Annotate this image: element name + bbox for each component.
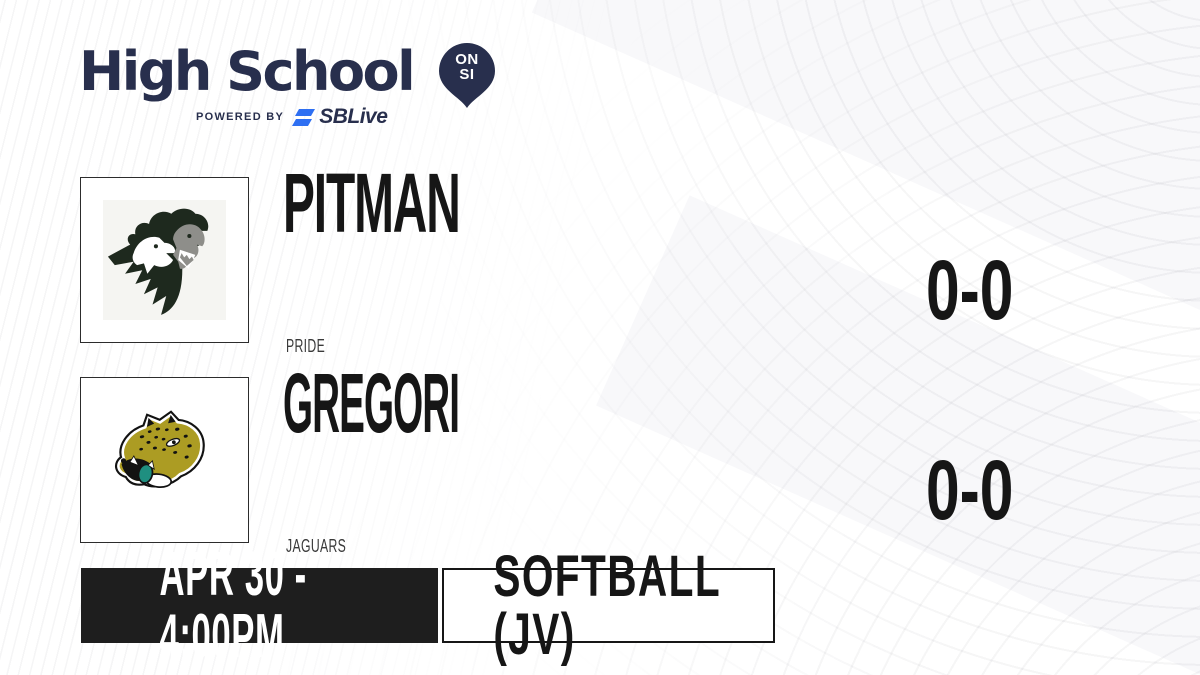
- pin-label-si: SI: [459, 66, 475, 83]
- event-sport: SOFTBALL (JV): [493, 543, 721, 667]
- powered-by-label: POWERED BY: [196, 111, 285, 123]
- team-name: GREGORI: [283, 356, 460, 450]
- event-sport-box: SOFTBALL (JV): [442, 547, 775, 663]
- sblive-icon: [292, 108, 316, 126]
- team-record: 0-0: [926, 243, 1014, 337]
- sblive-wordmark: SBLive: [319, 105, 388, 128]
- team-mascot-label: JAGUARS: [286, 536, 347, 556]
- team-mascot-label: PRIDE: [286, 336, 326, 356]
- team-name: PITMAN: [283, 156, 461, 250]
- pitman-pride-lion-logo: [103, 200, 226, 320]
- event-datetime: APR 30 - 4:00PM: [159, 539, 307, 671]
- sblive-logo: SBLive: [292, 105, 388, 129]
- high-school-wordmark: High School: [79, 40, 416, 103]
- jaguar-icon: [115, 410, 205, 488]
- team-logo-box: [80, 377, 249, 543]
- event-datetime-box: APR 30 - 4:00PM: [81, 543, 438, 667]
- pin-label: ON SI: [437, 52, 497, 82]
- pin-label-on: ON: [455, 51, 479, 68]
- map-pin-shape: [439, 43, 495, 108]
- powered-by-row: POWERED BY SBLive: [196, 105, 388, 129]
- gregori-jaguars-jaguar-logo: [103, 400, 226, 520]
- lion-icon: [107, 208, 209, 315]
- on-si-pin-icon: ON SI: [437, 42, 497, 108]
- team-logo-box: [80, 177, 249, 343]
- team-record: 0-0: [926, 443, 1014, 537]
